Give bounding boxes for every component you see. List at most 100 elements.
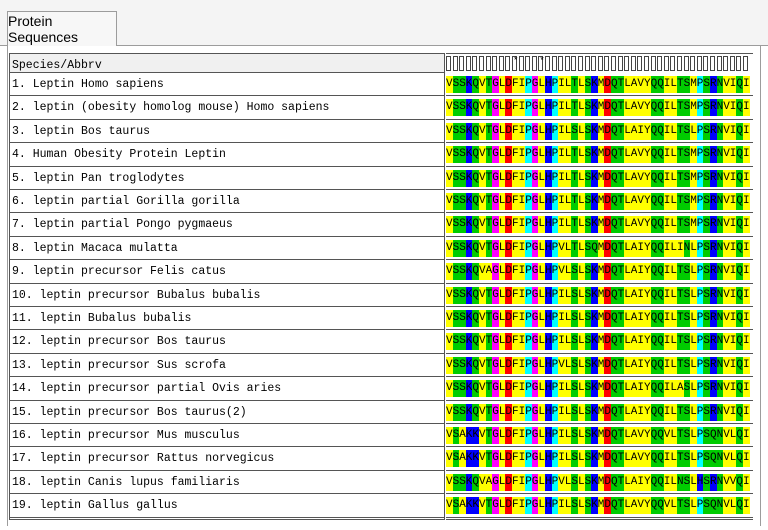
residue-cell[interactable]: I <box>743 146 750 164</box>
residue-cell[interactable]: V <box>723 239 730 257</box>
residue-cell[interactable]: T <box>485 333 493 351</box>
residue-cell[interactable]: P <box>696 427 704 444</box>
residue-cell[interactable]: L <box>498 263 506 281</box>
residue-cell[interactable]: I <box>558 193 565 210</box>
residue-cell[interactable]: M <box>690 76 697 93</box>
residue-cell[interactable]: I <box>663 380 671 398</box>
residue-cell[interactable]: I <box>637 473 644 491</box>
residue-cell[interactable]: S <box>584 427 592 444</box>
residue-cell[interactable]: I <box>558 427 565 444</box>
residue-cell[interactable]: M <box>690 193 697 210</box>
residue-cell[interactable]: L <box>670 193 677 210</box>
residue-cell[interactable]: K <box>465 380 473 398</box>
residue-cell[interactable]: F <box>512 146 519 164</box>
residue-cell[interactable]: Q <box>657 333 664 351</box>
sequence-name-row[interactable]: 3. leptin Bos taurus <box>10 120 444 144</box>
residue-cell[interactable]: Q <box>650 310 658 327</box>
residue-cell[interactable]: K <box>465 356 473 374</box>
residue-cell[interactable]: D <box>604 216 611 234</box>
residue-cell[interactable]: L <box>624 427 631 444</box>
residue-cell[interactable]: K <box>591 333 598 351</box>
residue-cell[interactable]: F <box>512 356 519 374</box>
residue-cell[interactable]: T <box>571 239 578 257</box>
residue-cell[interactable]: Q <box>657 380 664 398</box>
residue-cell[interactable]: I <box>663 216 671 234</box>
residue-cell[interactable]: L <box>564 239 572 257</box>
residue-cell[interactable]: T <box>617 333 625 351</box>
residue-cell[interactable]: N <box>716 473 724 491</box>
residue-cell[interactable]: L <box>729 427 737 444</box>
residue-cell[interactable]: V <box>558 263 565 281</box>
residue-cell[interactable]: Q <box>650 193 658 210</box>
residue-cell[interactable]: T <box>617 76 625 93</box>
residue-cell[interactable]: P <box>525 263 532 281</box>
residue-cell[interactable]: I <box>637 333 644 351</box>
residue-cell[interactable]: Q <box>611 333 618 351</box>
residue-cell[interactable]: I <box>663 122 671 140</box>
residue-cell[interactable]: N <box>683 239 691 257</box>
residue-cell[interactable]: I <box>663 403 671 421</box>
residue-cell[interactable]: S <box>703 122 710 140</box>
residue-cell[interactable]: I <box>637 380 644 398</box>
sequence-name-row[interactable]: 8. leptin Macaca mulatta <box>10 237 444 261</box>
residue-cell[interactable]: S <box>452 216 460 234</box>
residue-cell[interactable]: N <box>716 239 724 257</box>
residue-cell[interactable]: Q <box>657 263 664 281</box>
residue-cell[interactable]: H <box>545 193 552 210</box>
residue-cell[interactable]: P <box>551 286 559 304</box>
residue-cell[interactable]: L <box>690 380 697 398</box>
residue-cell[interactable]: M <box>597 450 605 468</box>
residue-cell[interactable]: K <box>472 427 479 444</box>
residue-cell[interactable]: L <box>670 333 677 351</box>
residue-cell[interactable]: R <box>710 122 717 140</box>
residue-cell[interactable]: S <box>459 122 466 140</box>
residue-cell[interactable]: L <box>498 403 506 421</box>
residue-cell[interactable]: I <box>743 450 750 468</box>
residue-cell[interactable]: Q <box>472 76 479 93</box>
residue-cell[interactable]: K <box>465 146 473 164</box>
species-abbrv-header[interactable]: Species/Abbrv <box>10 54 444 73</box>
sequence-name-row[interactable]: 19. leptin Gallus gallus <box>10 494 444 518</box>
residue-cell[interactable]: G <box>492 99 499 117</box>
residue-cell[interactable]: S <box>683 497 691 515</box>
residue-cell[interactable]: Q <box>472 239 479 257</box>
residue-cell[interactable]: V <box>479 403 486 421</box>
residue-cell[interactable]: P <box>551 193 559 210</box>
residue-cell[interactable]: L <box>624 310 631 327</box>
residue-cell[interactable]: S <box>571 263 578 281</box>
residue-cell[interactable]: I <box>637 286 644 304</box>
residue-cell[interactable]: I <box>729 263 737 281</box>
residue-cell[interactable]: D <box>604 286 611 304</box>
residue-cell[interactable]: S <box>459 169 466 187</box>
residue-cell[interactable]: K <box>465 239 473 257</box>
residue-cell[interactable]: V <box>558 239 565 257</box>
residue-cell[interactable]: G <box>492 450 499 468</box>
residue-cell[interactable]: K <box>591 216 598 234</box>
residue-cell[interactable]: S <box>571 403 578 421</box>
residue-cell[interactable]: L <box>538 216 545 234</box>
residue-cell[interactable]: K <box>465 99 473 117</box>
residue-cell[interactable]: K <box>465 473 473 491</box>
residue-cell[interactable]: I <box>729 239 737 257</box>
residue-cell[interactable]: P <box>551 263 559 281</box>
residue-cell[interactable]: Y <box>644 286 651 304</box>
residue-cell[interactable]: S <box>459 263 466 281</box>
residue-cell[interactable]: Q <box>736 122 743 140</box>
residue-cell[interactable]: H <box>545 76 552 93</box>
residue-cell[interactable]: Y <box>644 380 651 398</box>
residue-cell[interactable]: R <box>710 380 717 398</box>
residue-cell[interactable]: D <box>604 99 611 117</box>
residue-cell[interactable]: S <box>452 333 460 351</box>
residue-cell[interactable]: D <box>505 216 512 234</box>
residue-cell[interactable]: K <box>591 497 598 515</box>
residue-cell[interactable]: F <box>512 286 519 304</box>
residue-cell[interactable]: A <box>630 239 638 257</box>
residue-cell[interactable]: I <box>663 356 671 374</box>
residue-cell[interactable]: Y <box>644 99 651 117</box>
residue-cell[interactable]: T <box>677 333 684 351</box>
residue-cell[interactable]: Q <box>650 450 658 468</box>
residue-cell[interactable]: P <box>525 146 532 164</box>
residue-cell[interactable]: I <box>743 239 750 257</box>
residue-cell[interactable]: L <box>690 356 697 374</box>
residue-cell[interactable]: I <box>518 286 526 304</box>
